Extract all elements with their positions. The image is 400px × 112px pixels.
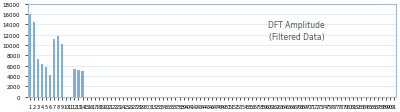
Bar bbox=[53, 40, 56, 97]
Bar bbox=[29, 15, 31, 97]
Text: DFT Amplitude
(Filtered Data): DFT Amplitude (Filtered Data) bbox=[268, 21, 325, 42]
Bar bbox=[81, 72, 84, 97]
Bar bbox=[77, 71, 80, 97]
Bar bbox=[45, 67, 47, 97]
Bar bbox=[49, 75, 51, 97]
Bar bbox=[73, 69, 76, 97]
Bar bbox=[33, 23, 35, 97]
Bar bbox=[57, 37, 60, 97]
Bar bbox=[37, 60, 39, 97]
Bar bbox=[61, 45, 64, 97]
Bar bbox=[41, 64, 43, 97]
